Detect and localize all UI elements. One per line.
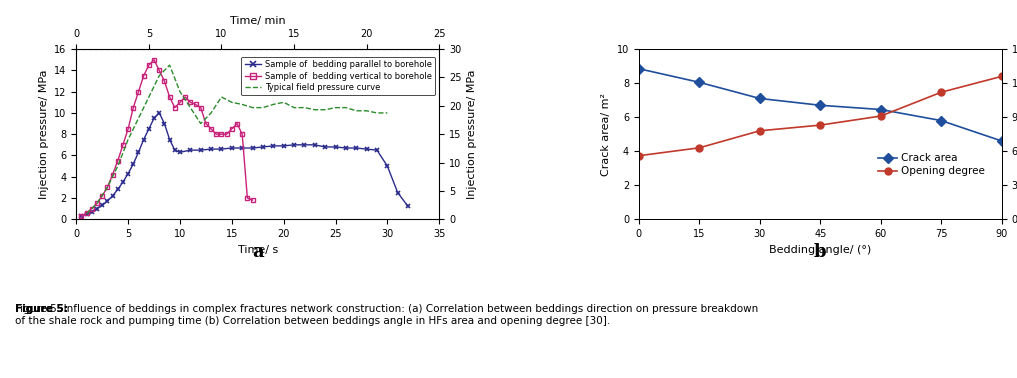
Y-axis label: Injection pressure/ MPa: Injection pressure/ MPa [39,70,49,199]
Text: Figure 5: Influence of beddings in complex fractures network construction: (a) C: Figure 5: Influence of beddings in compl… [15,304,759,326]
Legend: Crack area, Opening degree: Crack area, Opening degree [875,149,990,181]
Legend: Sample of  bedding parallel to borehole, Sample of  bedding vertical to borehole: Sample of bedding parallel to borehole, … [241,57,435,95]
Text: Figure 5:: Figure 5: [15,304,68,314]
X-axis label: Time/ s: Time/ s [238,245,278,254]
X-axis label: Bedding angle/ (°): Bedding angle/ (°) [769,245,872,254]
Text: b: b [814,243,827,261]
Text: Figure 5:: Figure 5: [15,304,68,314]
X-axis label: Time/ min: Time/ min [230,16,286,26]
Y-axis label: Injection pressure/ MPa: Injection pressure/ MPa [467,70,477,199]
Y-axis label: Crack area/ m²: Crack area/ m² [601,93,611,176]
Text: a: a [252,243,263,261]
